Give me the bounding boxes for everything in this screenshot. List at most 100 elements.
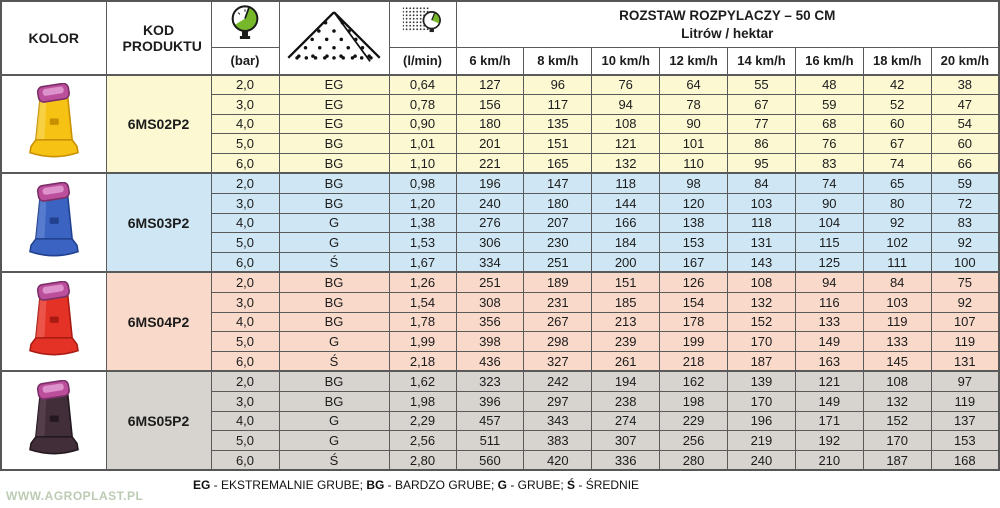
- liters-per-hectare-cell: 165: [523, 153, 593, 174]
- liters-per-hectare-cell: 457: [455, 410, 525, 432]
- droplet-grade-cell: Ś: [278, 351, 390, 372]
- liters-per-hectare-cell: 94: [794, 271, 864, 293]
- liters-per-hectare-cell: 95: [727, 153, 796, 174]
- liters-per-hectare-cell: 251: [523, 252, 593, 273]
- column-header-speed: 16 km/h: [794, 47, 864, 76]
- table-row: 4,0 BG 1,78 356 267 213 178 152 133 119 107: [1, 311, 1000, 333]
- liters-per-hectare-cell: 218: [659, 351, 728, 372]
- liters-per-hectare-cell: 103: [727, 192, 796, 214]
- header-row-units: (bar) (l/min) 6 km/h 8 km/h 10 km/h 12 km/h…: [1, 47, 1000, 76]
- liters-per-hectare-cell: 92: [930, 291, 1000, 313]
- table-row: 5,0 G 1,53 306 230 184 153 131 115 102 92: [1, 232, 1000, 254]
- liters-per-hectare-cell: 100: [930, 252, 1000, 273]
- liters-per-hectare-cell: 118: [727, 212, 796, 234]
- liters-per-hectare-cell: 239: [591, 331, 661, 353]
- flow-lmin-cell: 2,56: [388, 430, 457, 452]
- product-code: 6MS03P2: [105, 172, 212, 273]
- flow-lmin-cell: 2,18: [388, 351, 457, 372]
- nozzle-image-6MS04P2: [0, 271, 107, 372]
- flow-lmin-cell: 1,01: [388, 133, 457, 155]
- nozzle-tip-icon: [28, 82, 79, 158]
- liters-per-hectare-cell: 139: [727, 370, 796, 392]
- liters-per-hectare-cell: 187: [862, 450, 932, 471]
- liters-per-hectare-cell: 117: [523, 93, 593, 115]
- liters-per-hectare-cell: 110: [659, 153, 728, 174]
- liters-per-hectare-cell: 251: [455, 271, 525, 293]
- liters-per-hectare-cell: 121: [591, 133, 661, 155]
- droplet-grade-cell: G: [278, 430, 390, 452]
- droplet-grade-cell: EG: [278, 73, 390, 95]
- droplet-grade-cell: G: [278, 232, 390, 254]
- liters-per-hectare-cell: 83: [930, 212, 1000, 234]
- droplet-grade-cell: BG: [278, 271, 390, 293]
- flow-lmin-cell: 1,26: [388, 271, 457, 293]
- liters-per-hectare-cell: 151: [523, 133, 593, 155]
- column-header-kod-produktu: KOD PRODUKTU: [105, 0, 212, 75]
- pressure-bar-cell: 6,0: [210, 153, 280, 174]
- column-header-bar: (bar): [210, 47, 280, 76]
- flow-lmin-cell: 1,98: [388, 390, 457, 412]
- droplet-grade-cell: BG: [278, 153, 390, 174]
- rozstaw-subtitle: Litrów / hektar: [681, 25, 774, 41]
- liters-per-hectare-cell: 38: [930, 73, 1000, 95]
- pressure-bar-cell: 5,0: [210, 331, 280, 353]
- liters-per-hectare-cell: 92: [862, 212, 932, 234]
- liters-per-hectare-cell: 115: [794, 232, 864, 254]
- nozzle-image-6MS05P2: [0, 370, 107, 471]
- liters-per-hectare-cell: 107: [930, 311, 1000, 333]
- column-header-speed: 12 km/h: [659, 47, 728, 76]
- liters-per-hectare-cell: 76: [591, 73, 661, 95]
- liters-per-hectare-cell: 96: [523, 73, 593, 95]
- liters-per-hectare-cell: 180: [523, 192, 593, 214]
- column-header-speed: 6 km/h: [455, 47, 525, 76]
- pressure-bar-cell: 2,0: [210, 73, 280, 95]
- liters-per-hectare-cell: 90: [794, 192, 864, 214]
- table-row: 6,0 Ś 2,80 560 420 336 280 240 210 187 168: [1, 450, 1000, 471]
- pressure-bar-cell: 3,0: [210, 291, 280, 313]
- liters-per-hectare-cell: 151: [591, 271, 661, 293]
- pressure-bar-cell: 3,0: [210, 390, 280, 412]
- liters-per-hectare-cell: 42: [862, 73, 932, 95]
- liters-per-hectare-cell: 240: [455, 192, 525, 214]
- liters-per-hectare-cell: 80: [862, 192, 932, 214]
- liters-per-hectare-cell: 229: [659, 410, 728, 432]
- liters-per-hectare-cell: 185: [591, 291, 661, 313]
- liters-per-hectare-cell: 52: [862, 93, 932, 115]
- table-row: 5,0 G 1,99 398 298 239 199 170 149 133 119: [1, 331, 1000, 353]
- table-row: 4,0 G 2,29 457 343 274 229 196 171 152 137: [1, 410, 1000, 432]
- liters-per-hectare-cell: 297: [523, 390, 593, 412]
- droplet-grade-cell: BG: [278, 291, 390, 313]
- liters-per-hectare-cell: 154: [659, 291, 728, 313]
- liters-per-hectare-cell: 192: [794, 430, 864, 452]
- legend-abbr: Ś: [567, 478, 576, 492]
- table-row: 6,0 Ś 2,18 436 327 261 218 187 163 145 131: [1, 351, 1000, 372]
- liters-per-hectare-cell: 92: [930, 232, 1000, 254]
- droplet-grade-cell: BG: [278, 370, 390, 392]
- nozzle-image-6MS02P2: [0, 73, 107, 174]
- liters-per-hectare-cell: 131: [727, 232, 796, 254]
- liters-per-hectare-cell: 200: [591, 252, 661, 273]
- liters-per-hectare-cell: 162: [659, 370, 728, 392]
- liters-per-hectare-cell: 74: [794, 172, 864, 194]
- liters-per-hectare-cell: 83: [794, 153, 864, 174]
- liters-per-hectare-cell: 149: [794, 390, 864, 412]
- liters-per-hectare-cell: 67: [862, 133, 932, 155]
- liters-per-hectare-cell: 121: [794, 370, 864, 392]
- liters-per-hectare-cell: 149: [794, 331, 864, 353]
- liters-per-hectare-cell: 511: [455, 430, 525, 452]
- flow-lmin-cell: 1,20: [388, 192, 457, 214]
- pressure-gauge-icon: [210, 0, 280, 48]
- table-row: 3,0 BG 1,20 240 180 144 120 103 90 80 72: [1, 192, 1000, 214]
- liters-per-hectare-cell: 108: [862, 370, 932, 392]
- column-header-speed: 10 km/h: [591, 47, 661, 76]
- droplet-grade-cell: BG: [278, 311, 390, 333]
- flow-lmin-cell: 1,78: [388, 311, 457, 333]
- table-row: 6MS05P2 2,0 BG 1,62 323 242 194 162 139 121 108 97: [0, 370, 1000, 471]
- table-row: 4,0 G 1,38 276 207 166 138 118 104 92 83: [1, 212, 1000, 234]
- flow-lmin-cell: 0,90: [388, 113, 457, 135]
- liters-per-hectare-cell: 184: [591, 232, 661, 254]
- liters-per-hectare-cell: 210: [794, 450, 864, 471]
- pressure-bar-cell: 5,0: [210, 232, 280, 254]
- droplet-grade-cell: BG: [278, 192, 390, 214]
